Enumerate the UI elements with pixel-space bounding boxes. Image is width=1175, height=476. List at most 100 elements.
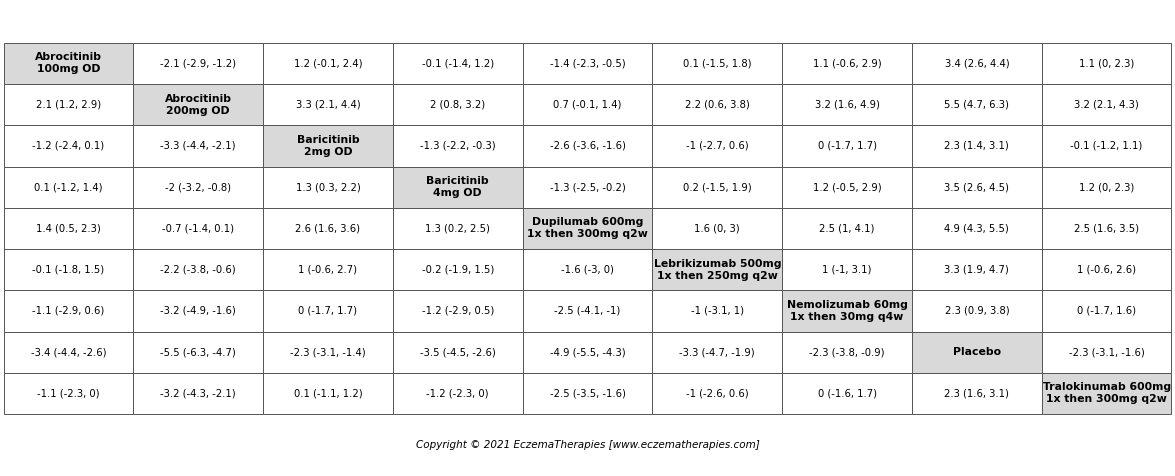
Text: Abrocitinib
200mg OD: Abrocitinib 200mg OD [165, 94, 231, 116]
Text: 0.1 (-1.5, 1.8): 0.1 (-1.5, 1.8) [683, 59, 752, 69]
Text: 0 (-1.7, 1.7): 0 (-1.7, 1.7) [298, 306, 357, 316]
Text: -5.5 (-6.3, -4.7): -5.5 (-6.3, -4.7) [160, 347, 236, 357]
Bar [912, 249, 1042, 290]
Bar [912, 43, 1042, 84]
Bar [133, 125, 263, 167]
Text: -2.5 (-4.1, -1): -2.5 (-4.1, -1) [555, 306, 620, 316]
Text: 2.5 (1, 4.1): 2.5 (1, 4.1) [819, 223, 874, 234]
Bar [1042, 249, 1171, 290]
Bar [783, 373, 912, 414]
Bar [912, 290, 1042, 332]
Bar [1042, 167, 1171, 208]
Text: -0.1 (-1.8, 1.5): -0.1 (-1.8, 1.5) [33, 265, 105, 275]
Text: -2.2 (-3.8, -0.6): -2.2 (-3.8, -0.6) [160, 265, 236, 275]
Text: 3.5 (2.6, 4.5): 3.5 (2.6, 4.5) [945, 182, 1009, 192]
Bar [783, 249, 912, 290]
Text: -0.1 (-1.4, 1.2): -0.1 (-1.4, 1.2) [422, 59, 494, 69]
Text: Placebo: Placebo [953, 347, 1001, 357]
Bar [1042, 125, 1171, 167]
Bar [4, 373, 133, 414]
Text: 0.2 (-1.5, 1.9): 0.2 (-1.5, 1.9) [683, 182, 752, 192]
Text: -1.2 (-2.3, 0): -1.2 (-2.3, 0) [427, 388, 489, 398]
Text: -1 (-3.1, 1): -1 (-3.1, 1) [691, 306, 744, 316]
Text: -1.4 (-2.3, -0.5): -1.4 (-2.3, -0.5) [550, 59, 625, 69]
Bar [652, 125, 783, 167]
Bar [263, 167, 392, 208]
Text: 2.5 (1.6, 3.5): 2.5 (1.6, 3.5) [1074, 223, 1139, 234]
Text: -3.2 (-4.3, -2.1): -3.2 (-4.3, -2.1) [160, 388, 236, 398]
Bar [523, 167, 652, 208]
Bar [523, 249, 652, 290]
Text: -1 (-2.7, 0.6): -1 (-2.7, 0.6) [686, 141, 748, 151]
Bar [4, 84, 133, 125]
Text: -0.7 (-1.4, 0.1): -0.7 (-1.4, 0.1) [162, 223, 234, 234]
Text: 1.6 (0, 3): 1.6 (0, 3) [694, 223, 740, 234]
Text: 2.3 (1.6, 3.1): 2.3 (1.6, 3.1) [945, 388, 1009, 398]
Text: 1.3 (0.2, 2.5): 1.3 (0.2, 2.5) [425, 223, 490, 234]
Bar [392, 290, 523, 332]
Bar [263, 125, 392, 167]
Text: 2.2 (0.6, 3.8): 2.2 (0.6, 3.8) [685, 99, 750, 110]
Bar [783, 290, 912, 332]
Bar [1042, 208, 1171, 249]
Text: 1 (-1, 3.1): 1 (-1, 3.1) [822, 265, 872, 275]
Bar [1042, 84, 1171, 125]
Bar [392, 208, 523, 249]
Text: -2 (-3.2, -0.8): -2 (-3.2, -0.8) [166, 182, 231, 192]
Bar [392, 332, 523, 373]
Text: 0.1 (-1.1, 1.2): 0.1 (-1.1, 1.2) [294, 388, 362, 398]
Text: -0.2 (-1.9, 1.5): -0.2 (-1.9, 1.5) [422, 265, 494, 275]
Bar [783, 125, 912, 167]
Text: 3.2 (1.6, 4.9): 3.2 (1.6, 4.9) [814, 99, 879, 110]
Bar [4, 290, 133, 332]
Text: -2.3 (-3.8, -0.9): -2.3 (-3.8, -0.9) [810, 347, 885, 357]
Bar [4, 167, 133, 208]
Text: 0.7 (-0.1, 1.4): 0.7 (-0.1, 1.4) [553, 99, 622, 110]
Bar [652, 332, 783, 373]
Bar [652, 373, 783, 414]
Bar [263, 84, 392, 125]
Bar [523, 208, 652, 249]
Text: 3.3 (1.9, 4.7): 3.3 (1.9, 4.7) [945, 265, 1009, 275]
Text: -4.9 (-5.5, -4.3): -4.9 (-5.5, -4.3) [550, 347, 625, 357]
Bar [912, 167, 1042, 208]
Bar [523, 125, 652, 167]
Bar [133, 84, 263, 125]
Text: Baricitinib
4mg OD: Baricitinib 4mg OD [427, 176, 489, 198]
Text: 2 (0.8, 3.2): 2 (0.8, 3.2) [430, 99, 485, 110]
Bar [392, 249, 523, 290]
Bar [783, 84, 912, 125]
Bar [523, 373, 652, 414]
Text: -1.1 (-2.9, 0.6): -1.1 (-2.9, 0.6) [32, 306, 105, 316]
Text: 1.2 (-0.1, 2.4): 1.2 (-0.1, 2.4) [294, 59, 362, 69]
Text: -3.2 (-4.9, -1.6): -3.2 (-4.9, -1.6) [160, 306, 236, 316]
Bar [783, 43, 912, 84]
Bar [523, 43, 652, 84]
Text: 2.1 (1.2, 2.9): 2.1 (1.2, 2.9) [36, 99, 101, 110]
Bar [523, 332, 652, 373]
Bar [263, 332, 392, 373]
Bar [1042, 43, 1171, 84]
Bar [4, 249, 133, 290]
Text: 1.1 (-0.6, 2.9): 1.1 (-0.6, 2.9) [813, 59, 881, 69]
Bar [392, 373, 523, 414]
Bar [523, 84, 652, 125]
Text: 1.1 (0, 2.3): 1.1 (0, 2.3) [1079, 59, 1134, 69]
Text: Abrocitinib
100mg OD: Abrocitinib 100mg OD [35, 52, 102, 74]
Bar [523, 290, 652, 332]
Bar [133, 332, 263, 373]
Bar [392, 125, 523, 167]
Text: Dupilumab 600mg
1x then 300mg q2w: Dupilumab 600mg 1x then 300mg q2w [528, 218, 647, 239]
Text: -3.3 (-4.7, -1.9): -3.3 (-4.7, -1.9) [679, 347, 756, 357]
Bar [4, 43, 133, 84]
Text: 0 (-1.7, 1.6): 0 (-1.7, 1.6) [1077, 306, 1136, 316]
Bar [912, 373, 1042, 414]
Text: -2.5 (-3.5, -1.6): -2.5 (-3.5, -1.6) [550, 388, 625, 398]
Bar [4, 208, 133, 249]
Bar [652, 167, 783, 208]
Text: -2.1 (-2.9, -1.2): -2.1 (-2.9, -1.2) [160, 59, 236, 69]
Text: Lebrikizumab 500mg
1x then 250mg q2w: Lebrikizumab 500mg 1x then 250mg q2w [653, 259, 781, 281]
Bar [912, 208, 1042, 249]
Text: -3.5 (-4.5, -2.6): -3.5 (-4.5, -2.6) [419, 347, 496, 357]
Bar [133, 290, 263, 332]
